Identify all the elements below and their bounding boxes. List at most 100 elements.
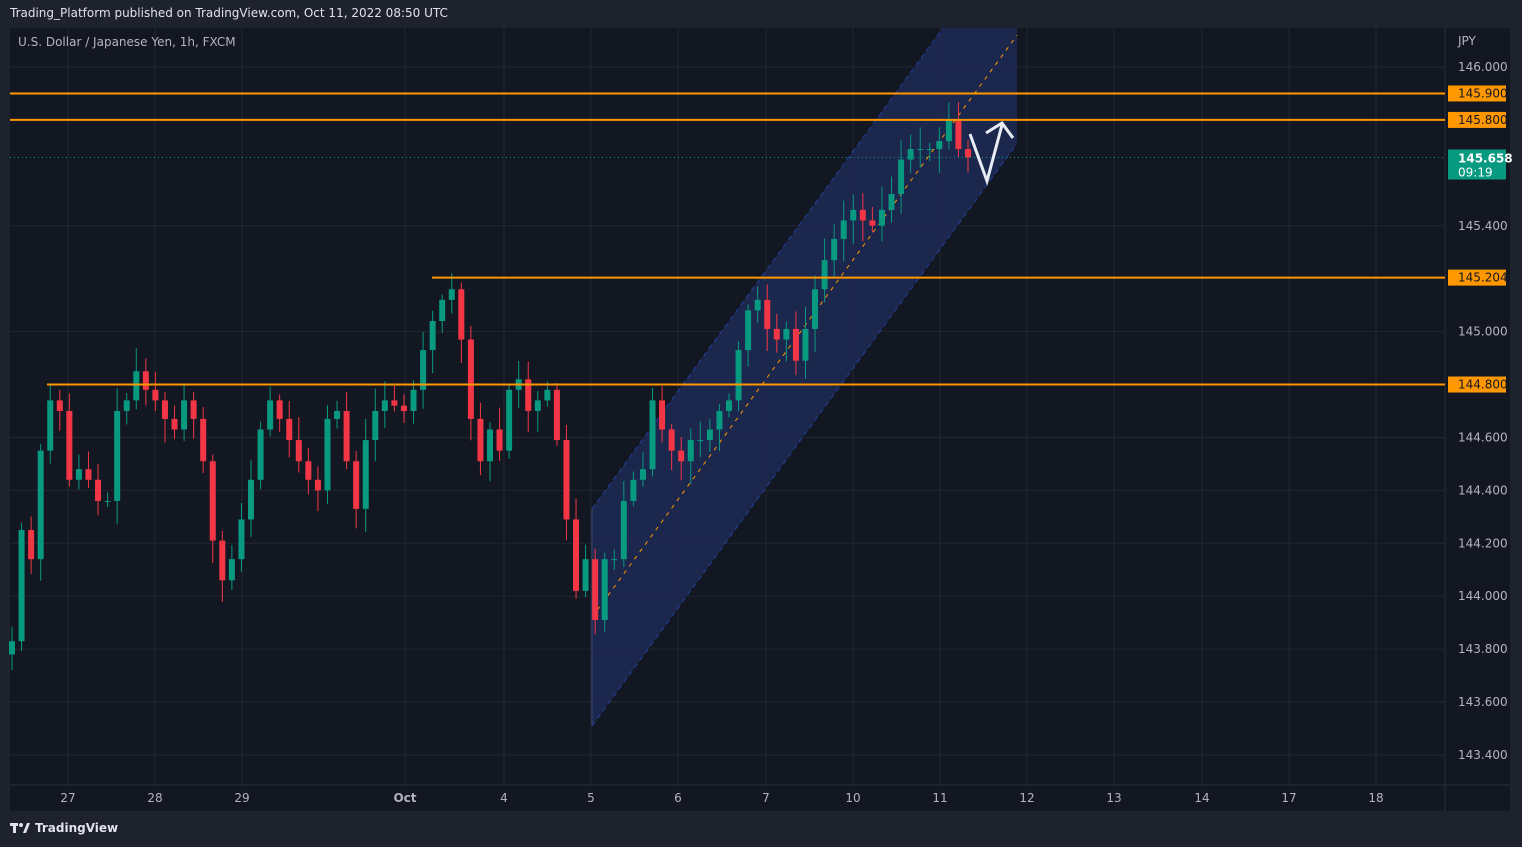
candle-body (18, 530, 25, 642)
candle-body (945, 119, 952, 142)
candle-body (869, 220, 876, 226)
candle (802, 306, 809, 379)
symbol-title: U.S. Dollar / Japanese Yen, 1h, FXCM (18, 35, 236, 49)
candle-body (391, 400, 398, 406)
candle-body (926, 149, 933, 151)
footer: TradingView (10, 821, 118, 835)
candle-body (47, 400, 54, 451)
candle-body (439, 299, 446, 322)
candle-body (343, 410, 350, 462)
candle-body (611, 559, 618, 561)
candle-body (458, 289, 465, 340)
candle-body (620, 500, 627, 560)
candle-body (544, 389, 551, 401)
candle (353, 450, 360, 529)
candle-body (792, 328, 799, 361)
candle-body (496, 429, 503, 451)
channel-lower-line[interactable] (591, 143, 1018, 727)
candle-body (314, 479, 321, 491)
candle-body (85, 469, 92, 480)
candle-body (850, 209, 857, 221)
candle-body (171, 418, 178, 430)
candle-body (75, 469, 82, 480)
time-axis[interactable]: 27 28 29 Oct 4 5 6 7 10 11 12 13 14 17 18 (60, 791, 1383, 805)
candle-body (467, 339, 474, 419)
candle (420, 332, 427, 409)
x-tick-label: 29 (234, 791, 249, 805)
candle (687, 428, 694, 484)
brand-name: TradingView (35, 821, 119, 835)
candle (745, 304, 752, 367)
candle (582, 544, 589, 598)
candle-body (726, 400, 732, 411)
candle (812, 275, 819, 353)
candle (104, 492, 111, 508)
candle (553, 383, 560, 446)
candle-body (429, 321, 436, 351)
price-axis[interactable]: 146.000 145.400 145.000 144.600 144.400 144.2… (1458, 60, 1508, 762)
candle (295, 417, 302, 473)
candle-body (706, 429, 713, 441)
candle (678, 437, 685, 481)
candle-body (286, 418, 293, 441)
candle-body (773, 328, 780, 340)
candle (477, 402, 484, 476)
candle (439, 294, 446, 333)
channel-median-line[interactable] (591, 34, 1018, 618)
candle-body (372, 410, 379, 441)
candle (630, 471, 637, 507)
y-tick-label: 143.800 (1458, 642, 1508, 656)
candle (898, 140, 905, 214)
candle-body (200, 418, 207, 462)
candle-body (859, 209, 866, 221)
x-tick-label: 4 (500, 791, 508, 805)
candle (400, 394, 407, 423)
candle (114, 388, 121, 525)
candle-body (257, 429, 264, 480)
x-tick-label: 13 (1106, 791, 1121, 805)
candle-body (649, 400, 656, 470)
candle (697, 421, 704, 458)
x-tick-label: 12 (1019, 791, 1034, 805)
candle (945, 102, 952, 150)
candle (381, 381, 388, 429)
candle-body (190, 400, 197, 419)
candle-body (936, 141, 943, 150)
last-price-label: 145.658 (1458, 151, 1513, 165)
candle (305, 447, 312, 495)
candle (534, 390, 541, 432)
price-chart[interactable]: 145.900 145.800 145.204 144.800 145.65809:19… (0, 0, 1522, 815)
candle-body (573, 519, 580, 591)
y-tick-label: 145.000 (1458, 325, 1508, 339)
candle (314, 466, 321, 512)
arrow-head-icon (985, 120, 1015, 139)
projection-arrow[interactable] (968, 124, 1004, 187)
candle (286, 401, 293, 458)
candle-body (133, 371, 140, 401)
candle (429, 310, 436, 374)
candle-body (37, 450, 44, 560)
candle-body (56, 400, 63, 411)
x-tick-label: 7 (762, 791, 770, 805)
candle-body (582, 559, 589, 591)
last-price-badge (1448, 149, 1506, 180)
candle (792, 311, 799, 376)
candle (276, 394, 283, 432)
candle-body (161, 400, 168, 419)
y-tick-label: 143.600 (1458, 695, 1508, 709)
x-tick-label: 27 (60, 791, 75, 805)
candle-body (783, 328, 790, 340)
candle (171, 405, 178, 440)
candle-body (898, 159, 905, 195)
x-tick-label: 6 (674, 791, 682, 805)
candle-body (248, 479, 254, 520)
candle-body (209, 461, 216, 541)
candle (639, 452, 646, 487)
candles (9, 102, 971, 671)
candle (840, 200, 847, 262)
candle (764, 284, 771, 352)
candle-body (754, 299, 761, 311)
candle (200, 407, 207, 474)
tradingview-logo-icon (10, 823, 30, 833)
